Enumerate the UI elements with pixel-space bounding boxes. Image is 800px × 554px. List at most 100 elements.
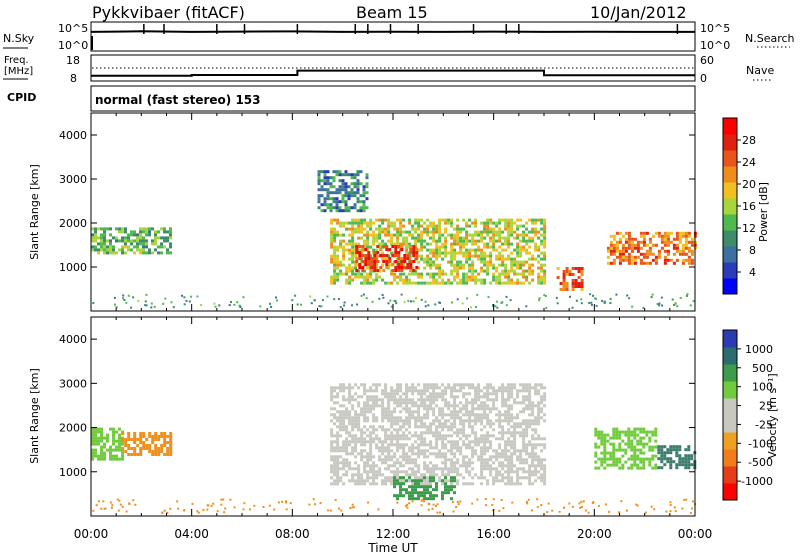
heatmap-cell: [387, 464, 391, 468]
heatmap-cell: [450, 245, 454, 249]
heatmap-cell: [504, 257, 508, 261]
heatmap-cell: [513, 248, 517, 252]
heatmap-cell: [660, 466, 664, 470]
heatmap-cell: [684, 460, 688, 464]
heatmap-cell: [390, 242, 394, 246]
heatmap-cell: [369, 449, 373, 453]
heatmap-cell: [562, 273, 566, 276]
heatmap-cell: [547, 502, 550, 505]
heatmap-cell: [348, 467, 352, 471]
heatmap-cell: [663, 249, 667, 253]
heatmap-cell: [127, 236, 130, 240]
heatmap-cell: [429, 398, 433, 402]
heatmap-cell: [145, 233, 148, 237]
heatmap-cell: [455, 506, 458, 508]
heatmap-cell: [504, 446, 508, 450]
heatmap-cell: [432, 473, 436, 477]
heatmap-cell: [483, 452, 487, 456]
heatmap-cell: [384, 218, 388, 222]
heatmap-cell: [474, 437, 478, 441]
heatmap-cell: [462, 407, 466, 411]
heatmap-cell: [468, 461, 472, 465]
heatmap-cell: [474, 224, 478, 228]
heatmap-cell: [471, 455, 475, 459]
heatmap-cell: [597, 445, 601, 449]
heatmap-cell: [402, 278, 406, 282]
heatmap-cell: [468, 392, 472, 396]
heatmap-cell: [300, 303, 302, 306]
heatmap-cell: [618, 466, 622, 470]
heatmap-cell: [133, 450, 137, 453]
heatmap-cell: [351, 467, 355, 471]
heatmap-cell: [336, 416, 340, 420]
heatmap-cell: [559, 282, 563, 285]
heatmap-cell: [489, 230, 493, 234]
heatmap-cell: [513, 383, 517, 387]
heatmap-cell: [435, 482, 438, 486]
heatmap-cell: [631, 305, 634, 308]
heatmap-cell: [684, 457, 688, 461]
heatmap-cell: [420, 239, 424, 243]
heatmap-cell: [531, 401, 535, 405]
heatmap-cell: [393, 398, 397, 402]
heatmap-cell: [465, 251, 469, 255]
heatmap-cell: [428, 503, 431, 506]
heatmap-cell: [462, 425, 466, 429]
heatmap-cell: [196, 295, 199, 298]
heatmap-cell: [612, 261, 616, 265]
heatmap-cell: [333, 236, 337, 240]
heatmap-cell: [450, 392, 454, 396]
heatmap-cell: [394, 251, 398, 254]
heatmap-cell: [507, 257, 511, 261]
heatmap-cell: [125, 301, 128, 304]
heatmap-cell: [480, 449, 484, 453]
heatmap-cell: [650, 505, 653, 508]
heatmap-cell: [689, 304, 692, 307]
heatmap-cell: [357, 275, 361, 279]
heatmap-cell: [118, 239, 121, 243]
heatmap-cell: [373, 266, 377, 269]
heatmap-cell: [663, 454, 667, 458]
heatmap-cell: [387, 263, 391, 267]
heatmap-cell: [360, 410, 364, 414]
heatmap-cell: [405, 479, 408, 483]
heatmap-cell: [447, 233, 451, 237]
heatmap-cell: [654, 433, 658, 437]
heatmap-cell: [426, 254, 430, 258]
heatmap-cell: [399, 488, 402, 492]
heatmap-cell: [639, 439, 643, 443]
heatmap-cell: [411, 272, 415, 276]
heatmap-cell: [486, 404, 490, 408]
heatmap-cell: [409, 266, 413, 269]
heatmap-cell: [112, 439, 115, 443]
heatmap-cell: [397, 257, 401, 260]
heatmap-cell: [183, 509, 186, 512]
heatmap-cell: [618, 457, 622, 461]
heatmap-cell: [394, 269, 398, 272]
heatmap-cell: [498, 389, 502, 393]
heatmap-cell: [366, 428, 370, 432]
heatmap-cell: [106, 433, 109, 437]
heatmap-cell: [486, 467, 490, 471]
heatmap-cell: [453, 431, 457, 435]
heatmap-cell: [381, 401, 385, 405]
heatmap-cell: [427, 304, 430, 307]
heatmap-cell: [477, 437, 481, 441]
heatmap-cell: [504, 416, 508, 420]
heatmap-cell: [363, 410, 367, 414]
heatmap-cell: [363, 386, 367, 390]
heatmap-cell: [450, 389, 454, 393]
heatmap-cell: [519, 425, 523, 429]
heatmap-cell: [412, 269, 416, 272]
heatmap-cell: [333, 248, 337, 252]
heatmap-cell: [580, 273, 584, 276]
heatmap-cell: [630, 246, 634, 250]
heatmap-cell: [121, 236, 124, 240]
heatmap-cell: [444, 389, 448, 393]
heatmap-cell: [356, 170, 360, 174]
heatmap-cell: [612, 457, 616, 461]
heatmap-cell: [441, 452, 445, 456]
heatmap-cell: [441, 425, 445, 429]
heatmap-cell: [381, 407, 385, 411]
heatmap-cell: [594, 445, 598, 449]
